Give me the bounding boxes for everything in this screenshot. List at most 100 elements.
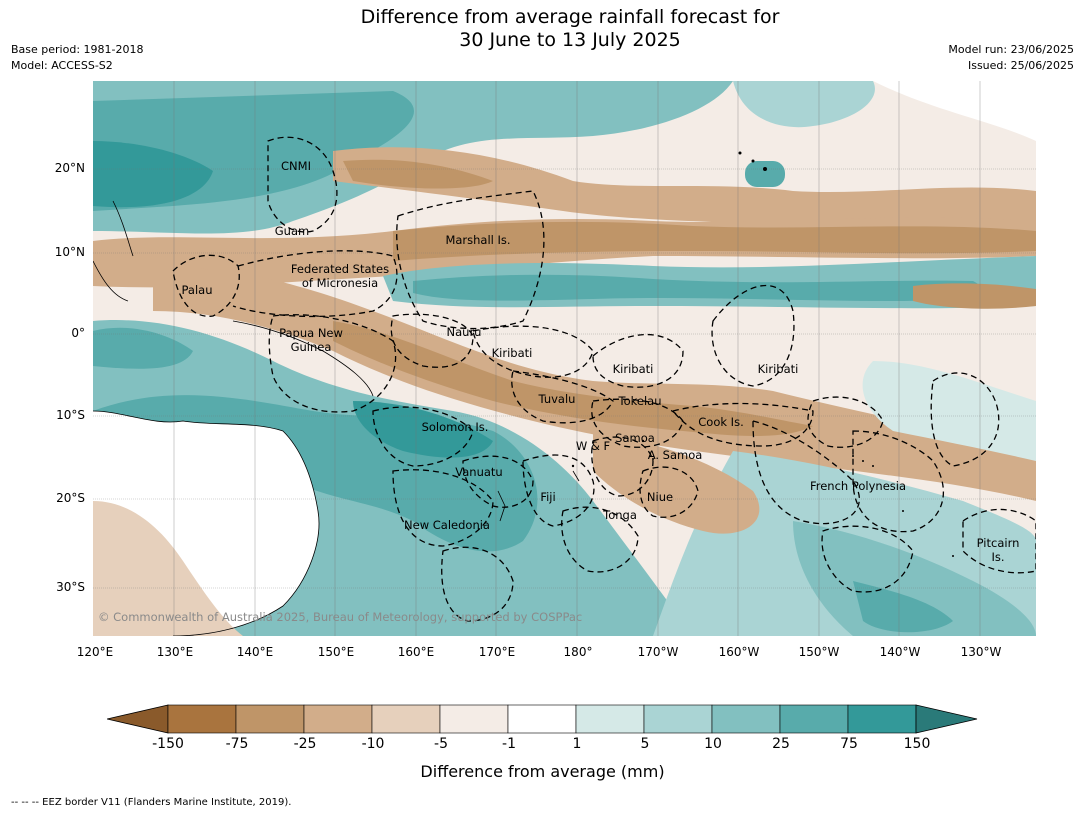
copyright-notice: © Commonwealth of Australia 2025, Bureau… (98, 610, 583, 624)
lat-tick-20s: 20°S (56, 491, 85, 505)
cbar-tick-m150: -150 (152, 736, 184, 752)
teal-hawaii (745, 161, 785, 187)
label-kiribati-east: Kiribati (757, 362, 799, 376)
label-pitcairn-is: Pitcairn Is. (976, 536, 1020, 564)
coastlines (93, 200, 580, 636)
label-fiji: Fiji (540, 490, 556, 504)
label-nauru: Nauru (446, 325, 482, 339)
brown-australia-south (93, 501, 243, 636)
title-line-1: Difference from average rainfall forecas… (360, 6, 780, 28)
colorbar-arrow-high (915, 704, 978, 734)
cbar-tick-m5: -5 (434, 736, 448, 752)
cbar-tick-150: 150 (903, 736, 931, 752)
teal-ne (733, 81, 875, 128)
model-run: Model run: 23/06/2025 (948, 43, 1074, 56)
brown-region-tonga (593, 431, 760, 534)
label-kiribati-central: Kiribati (612, 362, 654, 376)
cbar-tick-m75: -75 (225, 736, 249, 752)
label-guam: Guam (274, 224, 310, 238)
colorbar-segment (235, 704, 305, 734)
colorbar-segment (439, 704, 509, 734)
label-micronesia: Federated States of Micronesia (290, 262, 390, 290)
lon-tick-140e: 140°E (236, 645, 274, 659)
lon-tick-170w: 170°W (637, 645, 679, 659)
teal-core-southeast (793, 521, 1036, 636)
teal-png (93, 327, 193, 369)
lon-tick-150e: 150°E (317, 645, 355, 659)
colorbar-segment (643, 704, 713, 734)
cbar-tick-25: 25 (772, 736, 790, 752)
brown-patch-east (913, 283, 1036, 309)
teal-deep-north (93, 141, 213, 208)
chart-title: Difference from average rainfall forecas… (0, 6, 1085, 52)
label-wallis-futuna: W & F (575, 439, 611, 453)
lat-tick-30s: 30°S (56, 580, 85, 594)
lon-tick-170e: 170°E (478, 645, 516, 659)
white-ne (873, 81, 1036, 141)
meta-right: Model run: 23/06/2025 Issued: 25/06/2025 (948, 42, 1074, 74)
teal-deep-southeast (853, 581, 953, 633)
colorbar-segment (303, 704, 373, 734)
teal-deep-solomon (353, 401, 493, 458)
colorbar-segment (575, 704, 645, 734)
colorbar-segment (371, 704, 441, 734)
cbar-tick-m1: -1 (502, 736, 516, 752)
cbar-tick-75: 75 (840, 736, 858, 752)
cbar-tick-10: 10 (704, 736, 722, 752)
label-tokelau: Tokelau (618, 394, 662, 408)
graticule (173, 81, 981, 636)
eez-footnote: -- -- -- EEZ border V11 (Flanders Marine… (11, 797, 292, 808)
brown-band-equator (153, 268, 1036, 501)
label-new-caledonia: New Caledonia (404, 518, 490, 532)
label-tuvalu: Tuvalu (538, 392, 576, 406)
brown-band-north (333, 147, 1036, 228)
rainfall-anomaly-map (93, 81, 1036, 636)
cbar-tick-1: 1 (572, 736, 582, 752)
teal-light-east (862, 361, 1036, 461)
label-niue: Niue (646, 490, 674, 504)
model-name: Model: ACCESS-S2 (11, 59, 113, 72)
lat-tick-10s: 10°S (56, 408, 85, 422)
lon-tick-160e: 160°E (397, 645, 435, 659)
brown-patch-north (343, 159, 493, 189)
label-png: Papua New Guinea (279, 326, 343, 354)
label-palau: Palau (181, 283, 213, 297)
lat-tick-10n: 10°N (54, 245, 85, 259)
lon-tick-150w: 150°W (798, 645, 840, 659)
cbar-tick-5: 5 (640, 736, 650, 752)
label-cnmi: CNMI (281, 159, 311, 173)
lat-tick-0: 0° (71, 326, 85, 340)
colorbar-segment (711, 704, 781, 734)
cbar-tick-m25: -25 (293, 736, 317, 752)
label-french-polynesia: French Polynesia (809, 479, 907, 493)
colorbar-segment (847, 704, 917, 734)
issued-date: Issued: 25/06/2025 (967, 59, 1074, 72)
label-marshall-is: Marshall Is. (445, 233, 511, 247)
lon-tick-130e: 130°E (156, 645, 194, 659)
colorbar-label: Difference from average (mm) (420, 762, 665, 781)
title-line-2: 30 June to 13 July 2025 (459, 29, 681, 51)
label-samoa: Samoa (615, 431, 655, 445)
lon-tick-140w: 140°W (879, 645, 921, 659)
label-tonga: Tonga (603, 508, 637, 522)
colorbar-segment (507, 704, 577, 734)
colorbar-arrow-low (107, 704, 169, 734)
lat-tick-20n: 20°N (54, 161, 85, 175)
eez-borders (172, 136, 1036, 622)
cbar-tick-m10: -10 (361, 736, 385, 752)
label-cook-is: Cook Is. (698, 415, 744, 429)
lon-tick-160w: 160°W (718, 645, 760, 659)
meta-left: Base period: 1981-2018 Model: ACCESS-S2 (11, 42, 143, 74)
lon-tick-120e: 120°E (76, 645, 114, 659)
islands (571, 151, 954, 557)
colorbar (107, 704, 978, 734)
base-period: Base period: 1981-2018 (11, 43, 144, 56)
label-kiribati-west: Kiribati (491, 346, 533, 360)
label-solomon-is: Solomon Is. (421, 420, 489, 434)
colorbar-segment (167, 704, 237, 734)
lon-tick-130w: 130°W (960, 645, 1002, 659)
label-american-samoa: A. Samoa (647, 448, 703, 462)
brown-core-10n (393, 221, 1036, 261)
colorbar-segment (779, 704, 849, 734)
label-vanuatu: Vanuatu (455, 465, 503, 479)
